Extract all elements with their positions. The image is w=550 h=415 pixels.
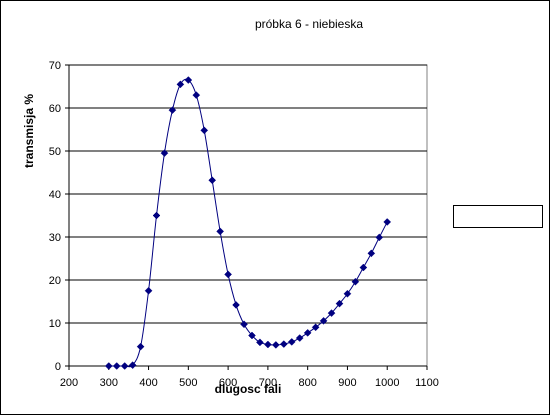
series-1	[104, 76, 392, 370]
x-axis-label: dlugosc fali	[215, 382, 282, 396]
y-axis-label: transmisja %	[22, 94, 36, 168]
y-tick-label: 0	[55, 361, 61, 373]
y-tick-label: 20	[49, 275, 61, 287]
x-tick-label: 700	[259, 377, 277, 389]
plot-area	[68, 64, 428, 367]
data-point-540	[200, 126, 209, 135]
data-point-380	[136, 342, 145, 351]
data-point-400	[144, 286, 153, 295]
data-point-800	[303, 329, 312, 337]
data-point-900	[343, 289, 352, 298]
data-point-300	[104, 362, 113, 370]
y-tick-label: 70	[49, 60, 61, 72]
y-tick-label: 10	[49, 318, 61, 330]
data-point-840	[319, 316, 328, 325]
chart-title: próbka 6 - niebieska	[255, 17, 363, 31]
data-point-360	[128, 361, 137, 369]
axes	[68, 65, 427, 367]
x-tick-label: 300	[100, 377, 118, 389]
data-point-720	[271, 341, 280, 349]
x-tick-label: 1000	[375, 377, 399, 389]
data-point-420	[152, 211, 161, 220]
x-tick-label: 500	[179, 377, 197, 389]
y-tick-label: 50	[49, 146, 61, 158]
data-point-1000	[383, 218, 392, 226]
data-point-460	[168, 106, 177, 115]
data-point-960	[367, 249, 376, 258]
data-point-640	[240, 320, 248, 329]
legend	[453, 205, 543, 228]
gridlines	[69, 64, 427, 324]
data-point-340	[120, 362, 129, 370]
data-point-580	[216, 227, 225, 236]
data-point-660	[248, 331, 256, 340]
data-point-920	[351, 277, 360, 286]
data-point-320	[112, 362, 121, 370]
data-point-500	[184, 76, 193, 84]
data-point-780	[295, 334, 304, 342]
x-tick-label: 200	[60, 377, 78, 389]
y-tick-label: 40	[49, 189, 61, 201]
data-point-940	[359, 263, 368, 272]
x-tick-label: 600	[219, 377, 237, 389]
data-point-480	[176, 80, 185, 89]
y-tick-label: 30	[49, 232, 61, 244]
x-tick-label: 1100	[415, 377, 439, 389]
data-point-560	[208, 176, 217, 185]
data-point-820	[311, 323, 320, 332]
data-point-880	[335, 299, 344, 308]
data-point-440	[160, 149, 169, 158]
x-tick-label: 800	[298, 377, 316, 389]
data-point-620	[232, 301, 240, 309]
data-point-760	[287, 338, 296, 346]
data-point-680	[256, 338, 264, 347]
data-point-980	[375, 233, 384, 242]
data-point-740	[279, 340, 288, 348]
x-tick-label: 900	[338, 377, 356, 389]
y-axis-ticks: 0 10 20 30 40 50 60 70	[49, 60, 69, 373]
y-tick-label: 60	[49, 103, 61, 115]
data-point-520	[192, 91, 201, 99]
data-point-600	[224, 270, 232, 279]
data-point-700	[264, 340, 272, 349]
x-tick-label: 400	[139, 377, 157, 389]
data-point-860	[327, 309, 336, 317]
